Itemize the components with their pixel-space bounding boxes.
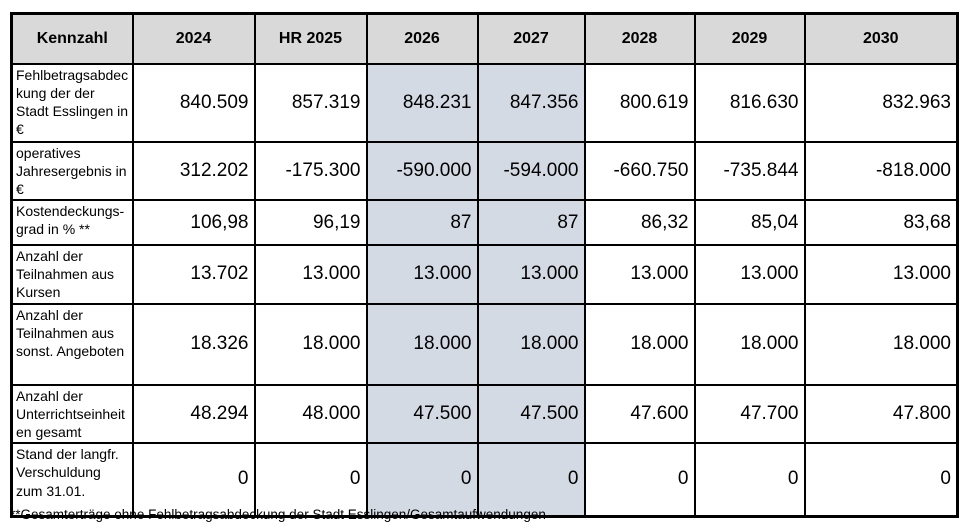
value-cell-highlighted: 18.000 (476, 302, 586, 386)
value-cell: 18.326 (131, 302, 256, 386)
value-cell: 13.000 (253, 244, 368, 305)
value-cell: 832.963 (803, 62, 959, 143)
value-cell: 0 (131, 442, 256, 518)
table-row: Anzahl der Teilnahmen aus sonst. Angebot… (10, 302, 959, 386)
value-cell: -735.844 (693, 140, 806, 202)
value-cell: 106,98 (131, 199, 256, 247)
value-cell: 83,68 (803, 199, 959, 247)
column-header-2026: 2026 (365, 12, 479, 65)
value-cell: 85,04 (693, 199, 806, 247)
row-label: Kostendeckungs-grad in % ** (10, 199, 134, 247)
row-label: Stand der langfr. Verschuldung zum 31.01… (10, 442, 134, 518)
value-cell: 800.619 (583, 62, 696, 143)
value-cell-highlighted: 47.500 (365, 383, 479, 445)
value-cell-highlighted: 847.356 (476, 62, 586, 143)
value-cell: -660.750 (583, 140, 696, 202)
value-cell-highlighted: 18.000 (365, 302, 479, 386)
column-header-2029: 2029 (693, 12, 806, 65)
value-cell-highlighted: 0 (476, 442, 586, 518)
value-cell-highlighted: 87 (476, 199, 586, 247)
value-cell: 13.000 (693, 244, 806, 305)
value-cell: 13.702 (131, 244, 256, 305)
value-cell: 312.202 (131, 140, 256, 202)
table-row: Anzahl der Teilnahmen aus Kursen 13.702 … (10, 244, 959, 305)
value-cell-highlighted: 0 (365, 442, 479, 518)
value-cell: 47.600 (583, 383, 696, 445)
value-cell: -175.300 (253, 140, 368, 202)
value-cell: 18.000 (583, 302, 696, 386)
value-cell: 47.700 (693, 383, 806, 445)
value-cell: 48.294 (131, 383, 256, 445)
value-cell: 816.630 (693, 62, 806, 143)
header-row: Kennzahl 2024 HR 2025 2026 2027 2028 202… (10, 12, 959, 65)
value-cell: 0 (583, 442, 696, 518)
column-header-2027: 2027 (476, 12, 586, 65)
column-header-kennzahl: Kennzahl (10, 12, 134, 65)
value-cell: 13.000 (803, 244, 959, 305)
value-cell-highlighted: 87 (365, 199, 479, 247)
value-cell: 18.000 (693, 302, 806, 386)
value-cell-highlighted: 13.000 (365, 244, 479, 305)
value-cell: 18.000 (253, 302, 368, 386)
table-row: Kostendeckungs-grad in % ** 106,98 96,19… (10, 199, 959, 247)
value-cell: 13.000 (583, 244, 696, 305)
table-row: Fehlbetragsabdeckung der der Stadt Essli… (10, 62, 959, 143)
column-header-2030: 2030 (803, 12, 959, 65)
value-cell-highlighted: 47.500 (476, 383, 586, 445)
table-row: Anzahl der Unterrichtseinheiten gesamt 4… (10, 383, 959, 445)
row-label: Anzahl der Teilnahmen aus Kursen (10, 244, 134, 305)
column-header-2024: 2024 (131, 12, 256, 65)
value-cell-highlighted: -594.000 (476, 140, 586, 202)
value-cell: 0 (253, 442, 368, 518)
footnote-text: **Gesamterträge ohne Fehlbetragsabdeckun… (10, 507, 546, 522)
column-header-2028: 2028 (583, 12, 696, 65)
row-label: operatives Jahresergebnis in € (10, 140, 134, 202)
value-cell-highlighted: 848.231 (365, 62, 479, 143)
value-cell: 0 (693, 442, 806, 518)
value-cell: 86,32 (583, 199, 696, 247)
table-row: Stand der langfr. Verschuldung zum 31.01… (10, 442, 959, 518)
value-cell: 18.000 (803, 302, 959, 386)
value-cell-highlighted: -590.000 (365, 140, 479, 202)
row-label: Anzahl der Teilnahmen aus sonst. Angebot… (10, 302, 134, 386)
row-label: Fehlbetragsabdeckung der der Stadt Essli… (10, 62, 134, 143)
value-cell: -818.000 (803, 140, 959, 202)
value-cell: 0 (803, 442, 959, 518)
row-label: Anzahl der Unterrichtseinheiten gesamt (10, 383, 134, 445)
table-row: operatives Jahresergebnis in € 312.202 -… (10, 140, 959, 202)
value-cell: 96,19 (253, 199, 368, 247)
column-header-hr2025: HR 2025 (253, 12, 368, 65)
value-cell: 48.000 (253, 383, 368, 445)
kennzahlen-table: Kennzahl 2024 HR 2025 2026 2027 2028 202… (10, 12, 959, 518)
value-cell: 840.509 (131, 62, 256, 143)
value-cell-highlighted: 13.000 (476, 244, 586, 305)
value-cell: 857.319 (253, 62, 368, 143)
value-cell: 47.800 (803, 383, 959, 445)
